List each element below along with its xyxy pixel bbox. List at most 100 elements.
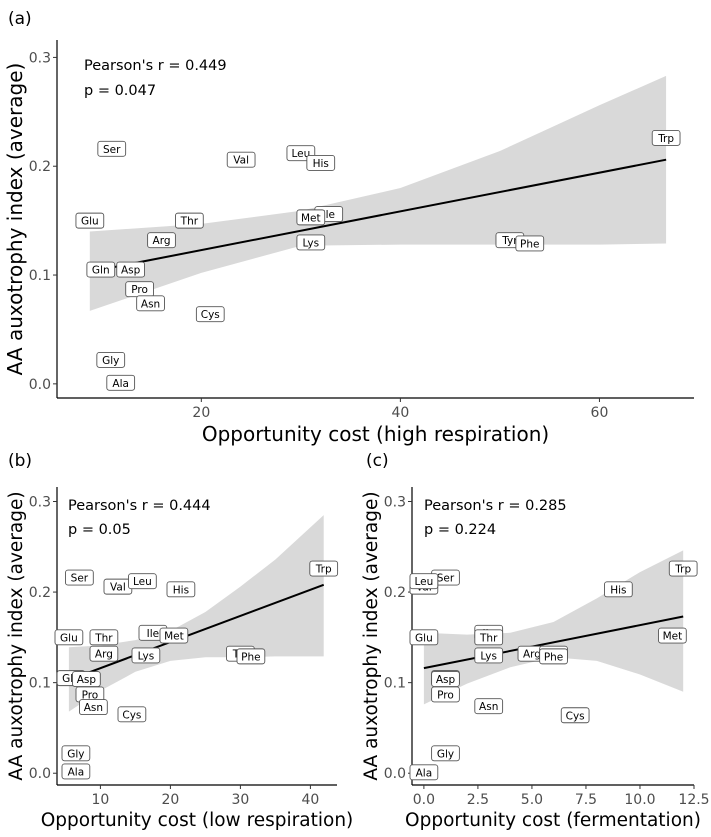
pearson-r-label: Pearson's r = 0.444 <box>68 498 211 514</box>
point-arg: Arg <box>147 232 176 249</box>
y-tick-label: 0.0 <box>29 377 51 393</box>
pearson-r-label: Pearson's r = 0.285 <box>424 498 567 514</box>
y-tick-label: 0.3 <box>29 494 51 510</box>
y-tick-label: 0.0 <box>384 766 406 782</box>
point-label-box <box>515 235 545 252</box>
point-label: Pro <box>131 284 148 296</box>
point-phe: Phe <box>539 648 568 665</box>
point-gly: Gly <box>431 745 460 762</box>
point-label: Lys <box>138 650 155 662</box>
confidence-band <box>423 550 684 705</box>
point-thr: Thr <box>474 629 504 646</box>
x-tick-label: 20 <box>161 792 179 808</box>
point-label: Ala <box>68 766 85 778</box>
point-label: Glu <box>60 632 78 644</box>
point-label: Asn <box>84 702 103 714</box>
y-tick-label: 0.2 <box>29 159 51 175</box>
x-tick-label: 10 <box>91 792 109 808</box>
point-label-box <box>409 573 439 590</box>
point-label: Ser <box>103 144 121 156</box>
point-label: Arg <box>523 649 541 661</box>
point-label: Trp <box>657 133 674 145</box>
x-tick-label: 40 <box>301 792 319 808</box>
panel-tag: (a) <box>8 9 32 29</box>
point-label: Met <box>164 631 184 643</box>
point-label-box <box>409 629 439 646</box>
x-tick-label: 60 <box>591 405 609 421</box>
point-his: His <box>306 155 336 171</box>
x-axis-title: Opportunity cost (high respiration) <box>202 422 549 446</box>
point-label: Leu <box>133 576 152 588</box>
point-label-box <box>306 155 336 171</box>
point-label-box <box>86 261 116 278</box>
point-label: Arg <box>95 649 113 661</box>
point-ala: Ala <box>409 764 439 781</box>
point-cys: Cys <box>195 306 225 323</box>
x-tick-label: 10.0 <box>624 792 655 808</box>
point-label-box <box>131 647 161 664</box>
point-label: Gln <box>92 265 110 277</box>
point-pro: Pro <box>431 686 460 703</box>
point-label-box <box>89 645 119 662</box>
point-label: Ile <box>147 628 159 640</box>
point-label: Pro <box>437 689 454 701</box>
point-label-box <box>296 209 326 226</box>
point-label-box <box>604 581 633 598</box>
point-his: His <box>166 581 196 598</box>
point-label-box <box>65 569 94 586</box>
point-label-box <box>668 560 698 577</box>
point-label: Trp <box>674 564 691 576</box>
point-his: His <box>604 581 633 598</box>
x-tick-label: 12.5 <box>678 792 709 808</box>
point-label: Pro <box>82 689 99 701</box>
point-pro: Pro <box>75 686 105 703</box>
y-tick-label: 0.3 <box>384 494 406 510</box>
point-label: Lys <box>480 650 497 662</box>
x-tick-label: 5.0 <box>521 792 543 808</box>
point-label: Cys <box>566 710 585 722</box>
point-label: His <box>610 584 626 596</box>
point-label-box <box>474 647 504 664</box>
point-met: Met <box>159 627 189 644</box>
point-label: Val <box>233 155 249 167</box>
point-label: Tyr <box>501 235 518 247</box>
point-label: Phe <box>520 238 539 250</box>
point-phe: Phe <box>515 235 545 252</box>
point-ser: Ser <box>65 569 94 586</box>
point-label-box <box>61 763 91 780</box>
point-label: Lys <box>303 237 320 249</box>
point-ser: Ser <box>97 140 127 157</box>
point-label: Leu <box>291 148 310 160</box>
point-label: Gly <box>102 355 119 367</box>
point-label-box <box>96 351 126 368</box>
y-tick-label: 0.2 <box>29 585 51 601</box>
point-label-box <box>474 629 504 646</box>
point-label-box <box>116 261 146 278</box>
point-label-box <box>75 212 105 229</box>
point-phe: Phe <box>236 648 266 665</box>
point-glu: Glu <box>409 629 439 646</box>
point-lys: Lys <box>474 647 504 664</box>
point-label: Cys <box>122 709 141 721</box>
point-arg: Arg <box>517 645 547 662</box>
x-tick-label: 0.0 <box>413 792 435 808</box>
point-label-box <box>296 234 326 251</box>
panel-a: (a) 0.0 0.1 0.2 0.3 20 40 60 Opportunity cost (h… <box>3 9 694 446</box>
y-axis-title: AA auxotrophy index (average) <box>361 491 382 780</box>
point-label: Thr <box>479 632 498 644</box>
p-value-label: p = 0.05 <box>68 522 131 538</box>
point-label: Gly <box>437 748 454 760</box>
x-tick-label: 2.5 <box>467 792 489 808</box>
point-leu: Leu <box>128 573 157 590</box>
point-label-box <box>175 212 204 229</box>
x-tick-label: 7.5 <box>575 792 597 808</box>
p-value-label: p = 0.224 <box>424 522 496 538</box>
point-label: Glu <box>81 216 99 228</box>
point-label: Trp <box>315 564 332 576</box>
point-thr: Thr <box>175 212 204 229</box>
point-lys: Lys <box>131 647 161 664</box>
regression-line <box>423 615 684 670</box>
x-tick-label: 20 <box>192 405 210 421</box>
point-label-box <box>236 648 266 665</box>
point-label: Met <box>663 631 683 643</box>
